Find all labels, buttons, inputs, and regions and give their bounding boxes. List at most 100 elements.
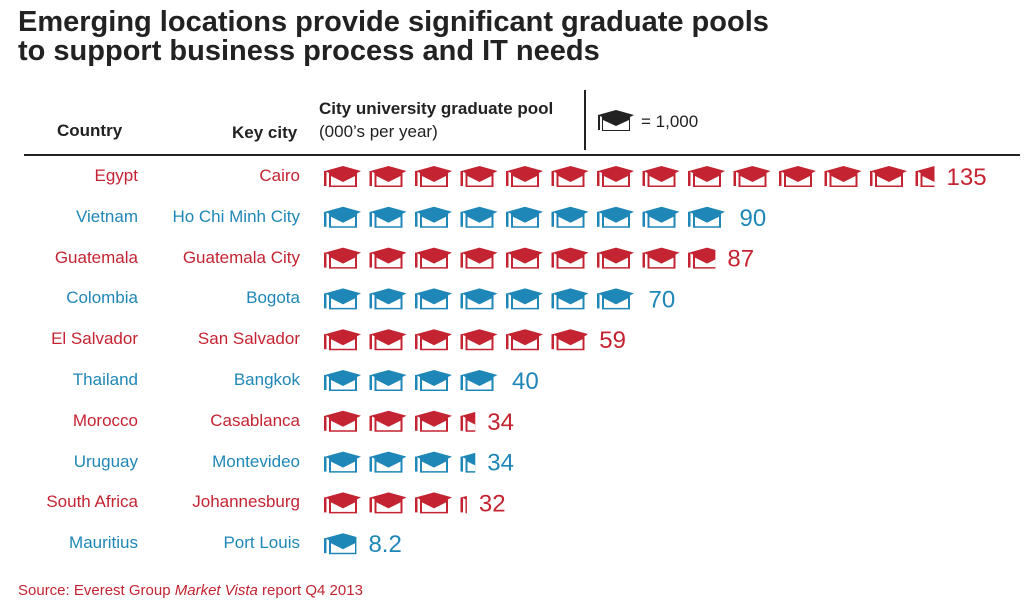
graduation-cap-icon — [369, 492, 407, 514]
graduation-cap-icon — [324, 492, 361, 514]
pool-column-subheader: (000’s per year) — [319, 122, 438, 141]
country-label: Vietnam — [75, 206, 138, 226]
graduate-pool-bar — [324, 166, 935, 187]
chart-title: Emerging locations provide significant g… — [18, 8, 1018, 66]
graduate-pool-bar — [324, 451, 476, 473]
graduation-cap-icon — [369, 329, 407, 351]
value-label: 40 — [512, 368, 539, 395]
graduation-cap-icon — [551, 288, 589, 310]
graduation-cap-icon — [506, 247, 543, 269]
legend-value: = 1,000 — [641, 112, 699, 131]
pool-column-header: City university graduate pool — [319, 99, 554, 118]
graduation-cap-icon — [369, 370, 407, 391]
country-label: El Salvador — [51, 329, 138, 349]
graduation-cap-icon — [415, 288, 452, 310]
graduation-cap-icon — [415, 247, 452, 269]
graduation-cap-icon — [460, 329, 498, 351]
graduation-cap-icon — [369, 206, 407, 228]
city-label: Casablanca — [210, 410, 300, 430]
graduation-cap-icon — [688, 206, 725, 228]
graduation-cap-icon — [779, 166, 816, 187]
graduation-cap-icon — [642, 206, 680, 228]
graduation-cap-icon — [460, 288, 498, 310]
graduation-cap-icon — [324, 206, 361, 228]
graduate-pool-bar — [324, 410, 476, 432]
graduation-cap-icon — [870, 166, 907, 187]
graduation-cap-icon — [369, 288, 407, 310]
value-label: 34 — [487, 450, 514, 477]
graduation-cap-icon — [324, 370, 361, 391]
city-label: Bogota — [246, 288, 300, 308]
city-label: Ho Chi Minh City — [172, 206, 300, 226]
value-label: 70 — [649, 286, 676, 313]
graduation-cap-icon — [597, 247, 634, 269]
value-label: 87 — [727, 246, 754, 273]
graduation-cap-icon — [597, 206, 634, 228]
graduation-cap-icon — [551, 206, 589, 228]
country-label: Mauritius — [69, 533, 138, 553]
city-label: Johannesburg — [192, 492, 300, 512]
graduation-cap-partial-icon — [551, 329, 588, 351]
source-note: Source: Everest Group Market Vista repor… — [18, 582, 363, 599]
graduation-cap-icon — [597, 166, 634, 187]
city-label: Guatemala City — [182, 247, 300, 267]
graduation-cap-icon — [324, 247, 361, 269]
graduation-cap-partial-icon — [688, 247, 716, 269]
graduation-cap-icon — [642, 247, 680, 269]
city-label: San Salvador — [197, 329, 300, 349]
graduation-cap-icon — [324, 410, 361, 432]
graduation-cap-icon — [369, 247, 407, 269]
city-label: Port Louis — [223, 533, 300, 553]
graduation-cap-icon — [415, 206, 452, 228]
graduation-cap-icon — [369, 451, 407, 473]
graduation-cap-icon — [506, 206, 543, 228]
country-label: Thailand — [72, 370, 138, 389]
graduation-cap-icon — [460, 370, 498, 391]
graduation-cap-partial-icon — [915, 166, 935, 187]
city-label: Cairo — [259, 166, 300, 185]
source-report: Market Vista — [174, 582, 258, 599]
country-label: Egypt — [94, 166, 138, 185]
graduate-pool-bar — [324, 206, 725, 228]
graduate-pool-bar — [324, 247, 716, 269]
graduation-cap-icon — [415, 451, 452, 473]
country-label: Guatemala — [54, 247, 138, 267]
source-prefix: Source: Everest Group — [18, 582, 175, 599]
graduate-pool-bar — [324, 370, 498, 391]
graduation-cap-icon — [506, 288, 543, 310]
graduate-pool-bar — [324, 329, 588, 351]
country-column-header: Country — [57, 121, 123, 140]
value-label: 135 — [947, 164, 987, 191]
graduation-cap-partial-icon — [460, 411, 476, 432]
title-line-2: to support business process and IT needs — [18, 35, 600, 67]
graduation-cap-icon — [598, 110, 634, 131]
graduation-cap-partial-icon — [324, 533, 357, 555]
graduation-cap-partial-icon — [460, 452, 476, 473]
graduation-cap-icon — [415, 370, 452, 391]
graduation-cap-icon — [688, 166, 725, 187]
city-label: Bangkok — [233, 370, 300, 389]
value-label: 32 — [479, 490, 506, 517]
graduation-cap-icon — [506, 166, 543, 187]
graduation-cap-icon — [551, 166, 589, 187]
country-label: Colombia — [66, 288, 138, 308]
graduation-cap-icon — [733, 166, 771, 187]
city-column-header: Key city — [232, 123, 298, 142]
source-suffix: report Q4 2013 — [257, 582, 363, 599]
graduation-cap-icon — [551, 247, 589, 269]
value-label: 8.2 — [368, 531, 401, 558]
graduation-cap-icon — [324, 451, 361, 473]
value-label: 90 — [740, 205, 767, 232]
country-label: South Africa — [46, 492, 138, 512]
graduation-cap-partial-icon — [460, 495, 467, 514]
graduation-cap-icon — [460, 166, 498, 187]
graduate-pool-bar — [324, 533, 357, 555]
graduation-cap-icon — [506, 329, 543, 351]
graduation-cap-icon — [369, 166, 407, 187]
graduation-cap-icon — [642, 166, 680, 187]
graduation-cap-icon — [460, 206, 498, 228]
city-label: Montevideo — [212, 451, 300, 471]
graduation-cap-icon — [369, 410, 407, 432]
graduate-pool-bar — [324, 492, 467, 514]
